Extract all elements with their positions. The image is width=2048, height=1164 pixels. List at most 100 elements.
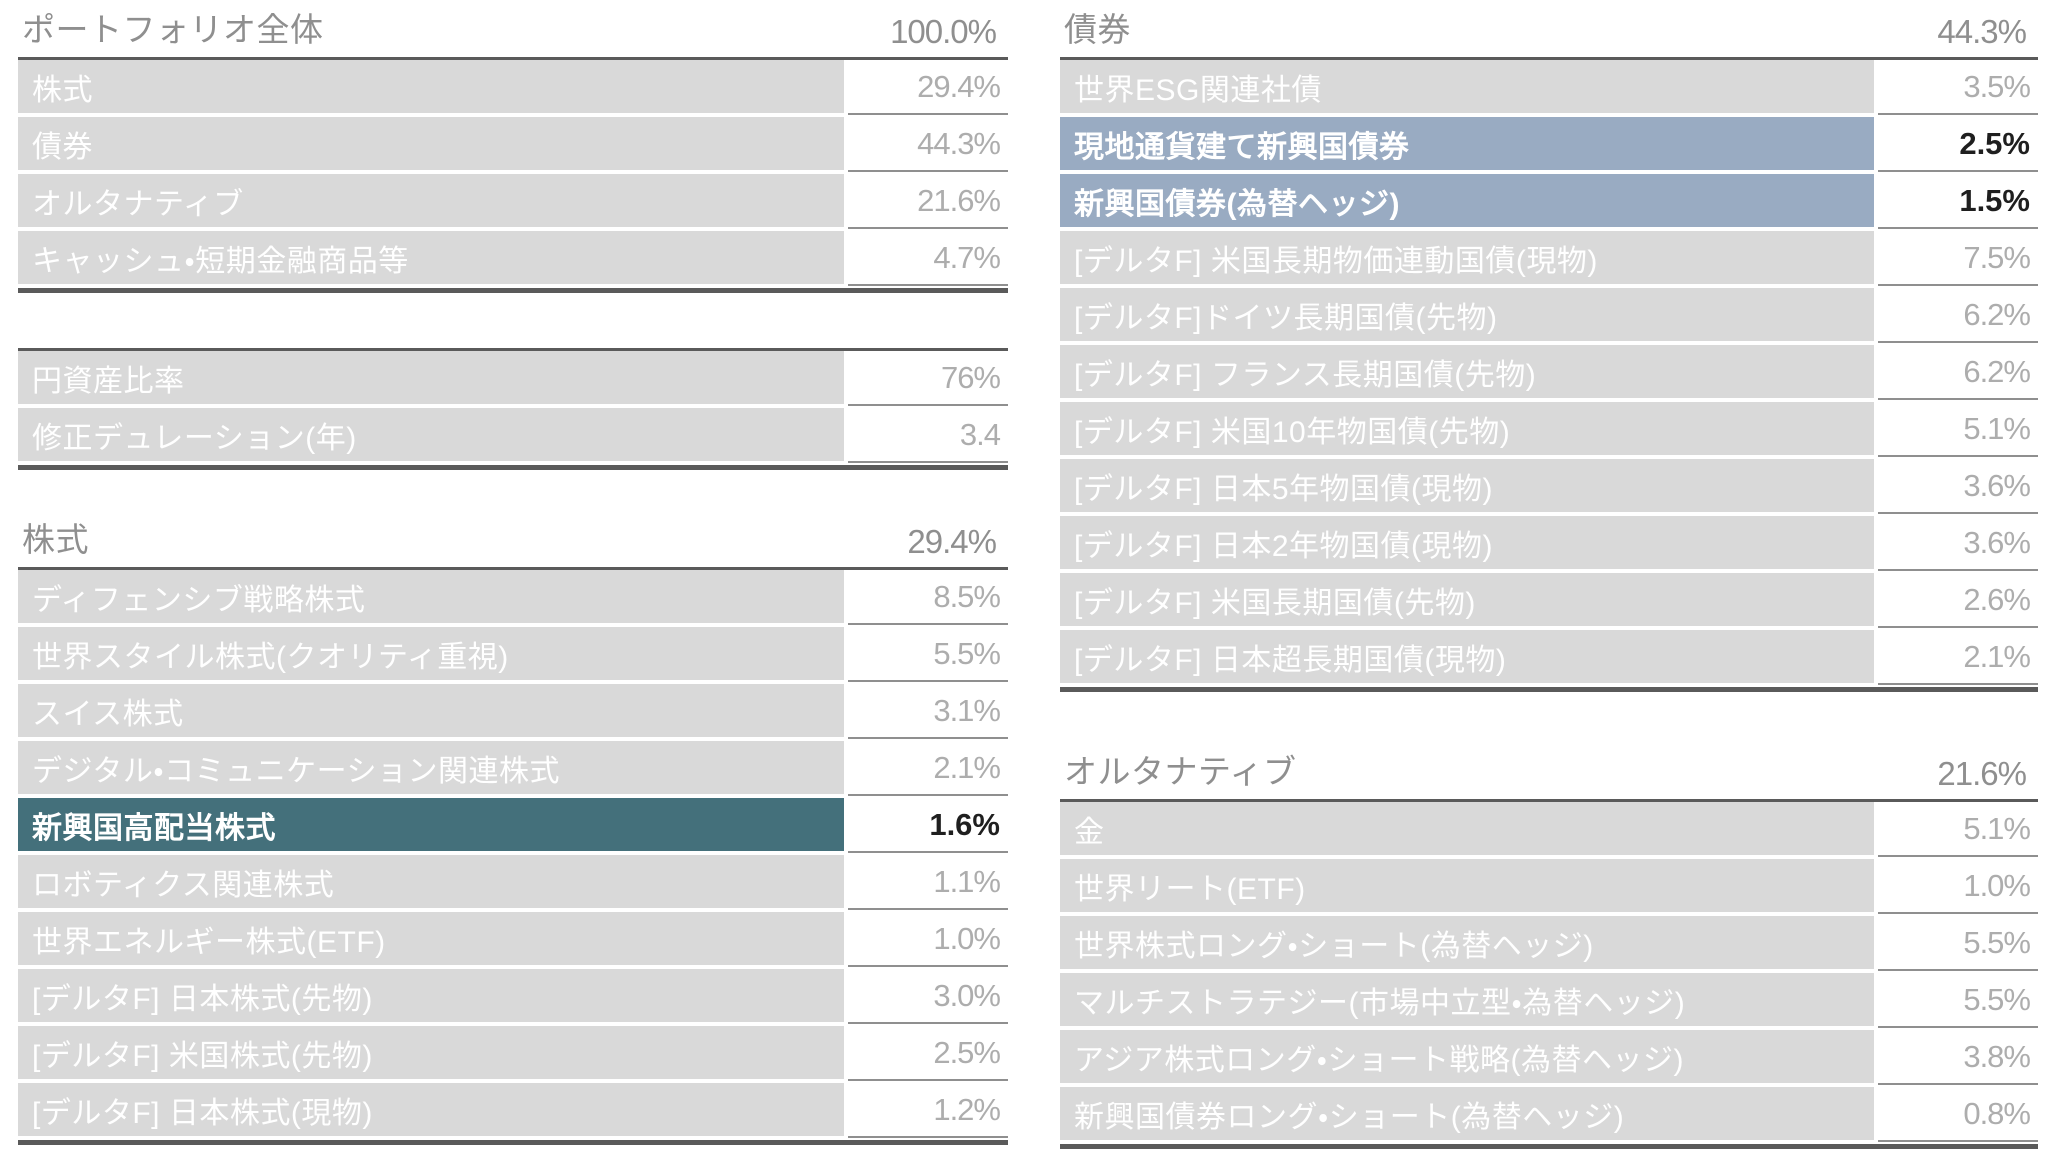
row-label: ディフェンシブ戦略株式 (18, 570, 844, 623)
equity-table-body: ディフェンシブ戦略株式 8.5% 世界スタイル株式(クオリティ重視) 5.5% … (18, 570, 1008, 1145)
row-label: [デルタF] 米国株式(先物) (18, 1026, 844, 1079)
alternatives-table: オルタナティブ 21.6% 金 5.1% 世界リート(ETF) 1.0% (1060, 748, 2038, 1149)
table-row: 世界ESG関連社債 3.5% (1060, 60, 2038, 117)
row-label: [デルタF] 日本超長期国債(現物) (1060, 630, 1874, 683)
row-value: 5.5% (1878, 973, 2038, 1028)
table-row: 現地通貨建て新興国債券 2.5% (1060, 117, 2038, 174)
table-title: 株式 (22, 521, 89, 558)
table-row: 新興国高配当株式 1.6% (18, 798, 1008, 855)
row-value: 29.4% (848, 60, 1008, 115)
table-row: ディフェンシブ戦略株式 8.5% (18, 570, 1008, 627)
row-label: 世界エネルギー株式(ETF) (18, 912, 844, 965)
left-column: ポートフォリオ全体 100.0% 株式 29.4% 債券 44.3% (18, 6, 1008, 1149)
table-row: [デルタF] 米国10年物国債(先物) 5.1% (1060, 402, 2038, 459)
table-row: 新興国債券ロング・ショート(為替ヘッジ) 0.8% (1060, 1087, 2038, 1144)
row-label: 世界株式ロング・ショート(為替ヘッジ) (1060, 916, 1874, 969)
row-value: 8.5% (848, 570, 1008, 625)
row-value: 3.6% (1878, 459, 2038, 514)
table-title: 債券 (1064, 11, 1131, 48)
table-total: 21.6% (1937, 755, 2027, 792)
row-value: 2.6% (1878, 573, 2038, 628)
portfolio-metrics-table: 円資産比率 76% 修正デュレーション(年) 3.4 (18, 348, 1008, 470)
alternatives-table-header: オルタナティブ 21.6% (1060, 748, 2038, 802)
right-column: 債券 44.3% 世界ESG関連社債 3.5% 現地通貨建て新興国債券 2.5% (1060, 6, 2038, 1149)
row-value: 6.2% (1878, 345, 2038, 400)
row-label: 新興国債券(為替ヘッジ) (1060, 174, 1874, 227)
portfolio-summary-table: ポートフォリオ全体 100.0% 株式 29.4% 債券 44.3% (18, 6, 1008, 293)
row-label: 金 (1060, 802, 1874, 855)
row-value: 1.0% (848, 912, 1008, 967)
table-row: [デルタF] フランス長期国債(先物) 6.2% (1060, 345, 2038, 402)
row-label: 世界リート(ETF) (1060, 859, 1874, 912)
row-label: 修正デュレーション(年) (18, 408, 844, 461)
row-label: キャッシュ・短期金融商品等 (18, 231, 844, 284)
row-label: マルチストラテジー(市場中立型・為替ヘッジ) (1060, 973, 1874, 1026)
table-row: スイス株式 3.1% (18, 684, 1008, 741)
row-label: オルタナティブ (18, 174, 844, 227)
bonds-table: 債券 44.3% 世界ESG関連社債 3.5% 現地通貨建て新興国債券 2.5% (1060, 6, 2038, 692)
row-label: スイス株式 (18, 684, 844, 737)
table-row: 世界株式ロング・ショート(為替ヘッジ) 5.5% (1060, 916, 2038, 973)
equity-table-header: 株式 29.4% (18, 516, 1008, 570)
row-label: デジタル・コミュニケーション関連株式 (18, 741, 844, 794)
row-value: 5.1% (1878, 402, 2038, 457)
row-label: 新興国高配当株式 (18, 798, 844, 851)
row-value: 4.7% (848, 231, 1008, 286)
row-value: 3.4 (848, 408, 1008, 463)
row-value: 5.5% (1878, 916, 2038, 971)
row-value: 5.1% (1878, 802, 2038, 857)
table-row: [デルタF] 米国株式(先物) 2.5% (18, 1026, 1008, 1083)
table-total: 100.0% (890, 13, 997, 50)
row-value: 44.3% (848, 117, 1008, 172)
table-row: [デルタF] 日本株式(現物) 1.2% (18, 1083, 1008, 1140)
row-value: 2.1% (1878, 630, 2038, 685)
row-value: 3.1% (848, 684, 1008, 739)
row-label: 債券 (18, 117, 844, 170)
row-value: 76% (848, 351, 1008, 406)
row-label: 現地通貨建て新興国債券 (1060, 117, 1874, 170)
row-label: [デルタF] 日本株式(先物) (18, 969, 844, 1022)
table-row: アジア株式ロング・ショート戦略(為替ヘッジ) 3.8% (1060, 1030, 2038, 1087)
row-label: [デルタF] 日本5年物国債(現物) (1060, 459, 1874, 512)
row-label: [デルタF] 米国長期物価連動国債(現物) (1060, 231, 1874, 284)
row-label: [デルタF] 米国10年物国債(先物) (1060, 402, 1874, 455)
row-value: 2.1% (848, 741, 1008, 796)
table-title: ポートフォリオ全体 (22, 11, 324, 48)
metrics-table-body: 円資産比率 76% 修正デュレーション(年) 3.4 (18, 348, 1008, 470)
row-value: 3.0% (848, 969, 1008, 1024)
row-label: 新興国債券ロング・ショート(為替ヘッジ) (1060, 1087, 1874, 1140)
table-total: 44.3% (1937, 13, 2027, 50)
table-title: オルタナティブ (1064, 753, 1297, 790)
row-label: [デルタF] 日本株式(現物) (18, 1083, 844, 1136)
row-value: 2.5% (848, 1026, 1008, 1081)
row-label: [デルタF] 米国長期国債(先物) (1060, 573, 1874, 626)
row-value: 1.0% (1878, 859, 2038, 914)
row-value: 1.1% (848, 855, 1008, 910)
row-value: 1.2% (848, 1083, 1008, 1138)
table-row: [デルタF]ドイツ長期国債(先物) 6.2% (1060, 288, 2038, 345)
bonds-table-body: 世界ESG関連社債 3.5% 現地通貨建て新興国債券 2.5% 新興国債券(為替… (1060, 60, 2038, 692)
table-row: [デルタF] 日本株式(先物) 3.0% (18, 969, 1008, 1026)
row-value: 6.2% (1878, 288, 2038, 343)
table-row: マルチストラテジー(市場中立型・為替ヘッジ) 5.5% (1060, 973, 2038, 1030)
table-row: 世界スタイル株式(クオリティ重視) 5.5% (18, 627, 1008, 684)
row-label: 円資産比率 (18, 351, 844, 404)
table-row: キャッシュ・短期金融商品等 4.7% (18, 231, 1008, 288)
table-row: [デルタF] 米国長期物価連動国債(現物) 7.5% (1060, 231, 2038, 288)
table-row: [デルタF] 日本5年物国債(現物) 3.6% (1060, 459, 2038, 516)
table-row: 修正デュレーション(年) 3.4 (18, 408, 1008, 465)
row-label: 株式 (18, 60, 844, 113)
table-row: [デルタF] 米国長期国債(先物) 2.6% (1060, 573, 2038, 630)
table-row: 円資産比率 76% (18, 351, 1008, 408)
table-total: 29.4% (907, 523, 997, 560)
table-row: [デルタF] 日本2年物国債(現物) 3.6% (1060, 516, 2038, 573)
row-value: 3.6% (1878, 516, 2038, 571)
table-row: 世界リート(ETF) 1.0% (1060, 859, 2038, 916)
row-label: [デルタF] フランス長期国債(先物) (1060, 345, 1874, 398)
row-value: 2.5% (1878, 117, 2038, 172)
row-label: [デルタF] 日本2年物国債(現物) (1060, 516, 1874, 569)
row-value: 3.8% (1878, 1030, 2038, 1085)
table-row: ロボティクス関連株式 1.1% (18, 855, 1008, 912)
row-value: 3.5% (1878, 60, 2038, 115)
